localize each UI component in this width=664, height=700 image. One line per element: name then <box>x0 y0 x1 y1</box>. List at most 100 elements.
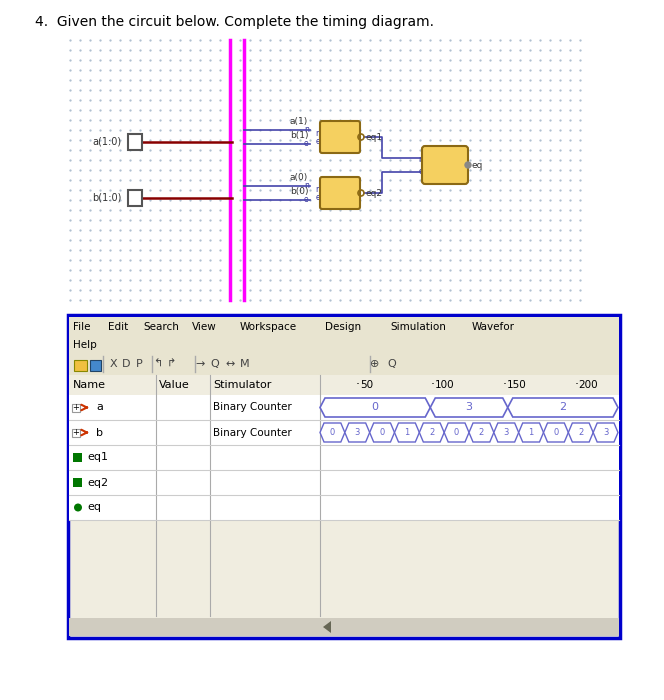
Bar <box>69 395 619 420</box>
Text: M: M <box>240 359 250 369</box>
Bar <box>69 470 619 495</box>
Text: a: a <box>96 402 103 412</box>
Text: ↔: ↔ <box>225 359 234 369</box>
Text: e: e <box>304 195 309 204</box>
Text: Workspace: Workspace <box>240 322 297 332</box>
Polygon shape <box>370 423 394 442</box>
Text: Help: Help <box>73 340 97 350</box>
Text: 150: 150 <box>507 380 526 390</box>
Text: Q: Q <box>210 359 219 369</box>
FancyBboxPatch shape <box>74 360 87 371</box>
Text: ·: · <box>356 379 360 391</box>
Polygon shape <box>593 423 618 442</box>
Circle shape <box>74 503 82 512</box>
Text: →: → <box>195 359 205 369</box>
Text: 0: 0 <box>553 428 558 437</box>
Text: 3: 3 <box>503 428 509 437</box>
Text: Value: Value <box>159 380 190 390</box>
Bar <box>73 452 82 461</box>
Text: Binary Counter: Binary Counter <box>213 428 291 438</box>
Text: Search: Search <box>143 322 179 332</box>
Text: ·: · <box>574 379 578 391</box>
Text: b(0): b(0) <box>290 187 309 196</box>
Text: +: + <box>72 403 80 412</box>
FancyBboxPatch shape <box>422 146 468 184</box>
Text: eq: eq <box>472 160 483 169</box>
Text: n: n <box>315 129 320 137</box>
Circle shape <box>465 162 471 168</box>
Text: Binary Counter: Binary Counter <box>213 402 291 412</box>
Text: a(0): a(0) <box>290 173 308 182</box>
Text: 0: 0 <box>454 428 459 437</box>
Text: eq2: eq2 <box>87 477 108 487</box>
Text: b(1:0): b(1:0) <box>92 193 122 203</box>
Text: b: b <box>96 428 103 438</box>
Text: eq1: eq1 <box>365 132 382 141</box>
FancyBboxPatch shape <box>320 177 360 209</box>
Bar <box>68 315 620 638</box>
Text: ↱: ↱ <box>166 359 176 369</box>
Text: n: n <box>304 125 309 134</box>
Text: 2: 2 <box>578 428 584 437</box>
Polygon shape <box>320 398 430 417</box>
FancyBboxPatch shape <box>128 190 142 206</box>
Text: 3: 3 <box>355 428 360 437</box>
Text: Name: Name <box>73 380 106 390</box>
Text: View: View <box>192 322 216 332</box>
Text: eq2: eq2 <box>365 188 382 197</box>
Text: a(1): a(1) <box>290 117 308 126</box>
Text: 100: 100 <box>435 380 454 390</box>
Polygon shape <box>430 398 508 417</box>
Text: 4.  Given the circuit below. Complete the timing diagram.: 4. Given the circuit below. Complete the… <box>35 15 434 29</box>
Polygon shape <box>444 423 469 442</box>
Text: 0: 0 <box>379 428 384 437</box>
Bar <box>72 428 80 437</box>
Text: 0: 0 <box>372 402 378 412</box>
Bar <box>72 403 80 412</box>
Text: 200: 200 <box>578 380 598 390</box>
Text: 50: 50 <box>360 380 373 390</box>
Text: X: X <box>109 359 117 369</box>
Bar <box>69 337 619 353</box>
Bar <box>69 353 619 375</box>
Polygon shape <box>323 621 331 633</box>
Text: Stimulator: Stimulator <box>213 380 272 390</box>
Text: n: n <box>304 181 309 190</box>
Text: a(1:0): a(1:0) <box>92 137 121 147</box>
Text: 2: 2 <box>559 402 566 412</box>
Polygon shape <box>508 398 618 417</box>
Text: b(1): b(1) <box>290 131 309 140</box>
Text: Wavefor: Wavefor <box>472 322 515 332</box>
Text: 1: 1 <box>404 428 410 437</box>
Bar <box>69 420 619 445</box>
Polygon shape <box>544 423 568 442</box>
Text: ⊕: ⊕ <box>371 359 380 369</box>
Text: Design: Design <box>325 322 361 332</box>
Text: 3: 3 <box>603 428 608 437</box>
Text: 3: 3 <box>465 402 473 412</box>
Text: D: D <box>122 359 130 369</box>
Text: 2: 2 <box>479 428 484 437</box>
Text: Simulation: Simulation <box>390 322 446 332</box>
Text: eq1: eq1 <box>87 452 108 463</box>
Text: Edit: Edit <box>108 322 128 332</box>
Polygon shape <box>469 423 494 442</box>
Text: ↰: ↰ <box>153 359 163 369</box>
Text: e: e <box>315 136 320 146</box>
Polygon shape <box>519 423 544 442</box>
FancyBboxPatch shape <box>128 134 142 150</box>
Text: e: e <box>315 193 320 202</box>
Text: 0: 0 <box>330 428 335 437</box>
Text: eq: eq <box>87 503 101 512</box>
Polygon shape <box>320 423 345 442</box>
Text: e: e <box>304 139 309 148</box>
Polygon shape <box>345 423 370 442</box>
Bar <box>69 317 619 337</box>
Text: n: n <box>315 185 320 193</box>
FancyBboxPatch shape <box>320 121 360 153</box>
Text: ·: · <box>503 379 507 391</box>
Text: Q: Q <box>388 359 396 369</box>
Text: P: P <box>135 359 142 369</box>
Polygon shape <box>494 423 519 442</box>
Text: 1: 1 <box>529 428 534 437</box>
